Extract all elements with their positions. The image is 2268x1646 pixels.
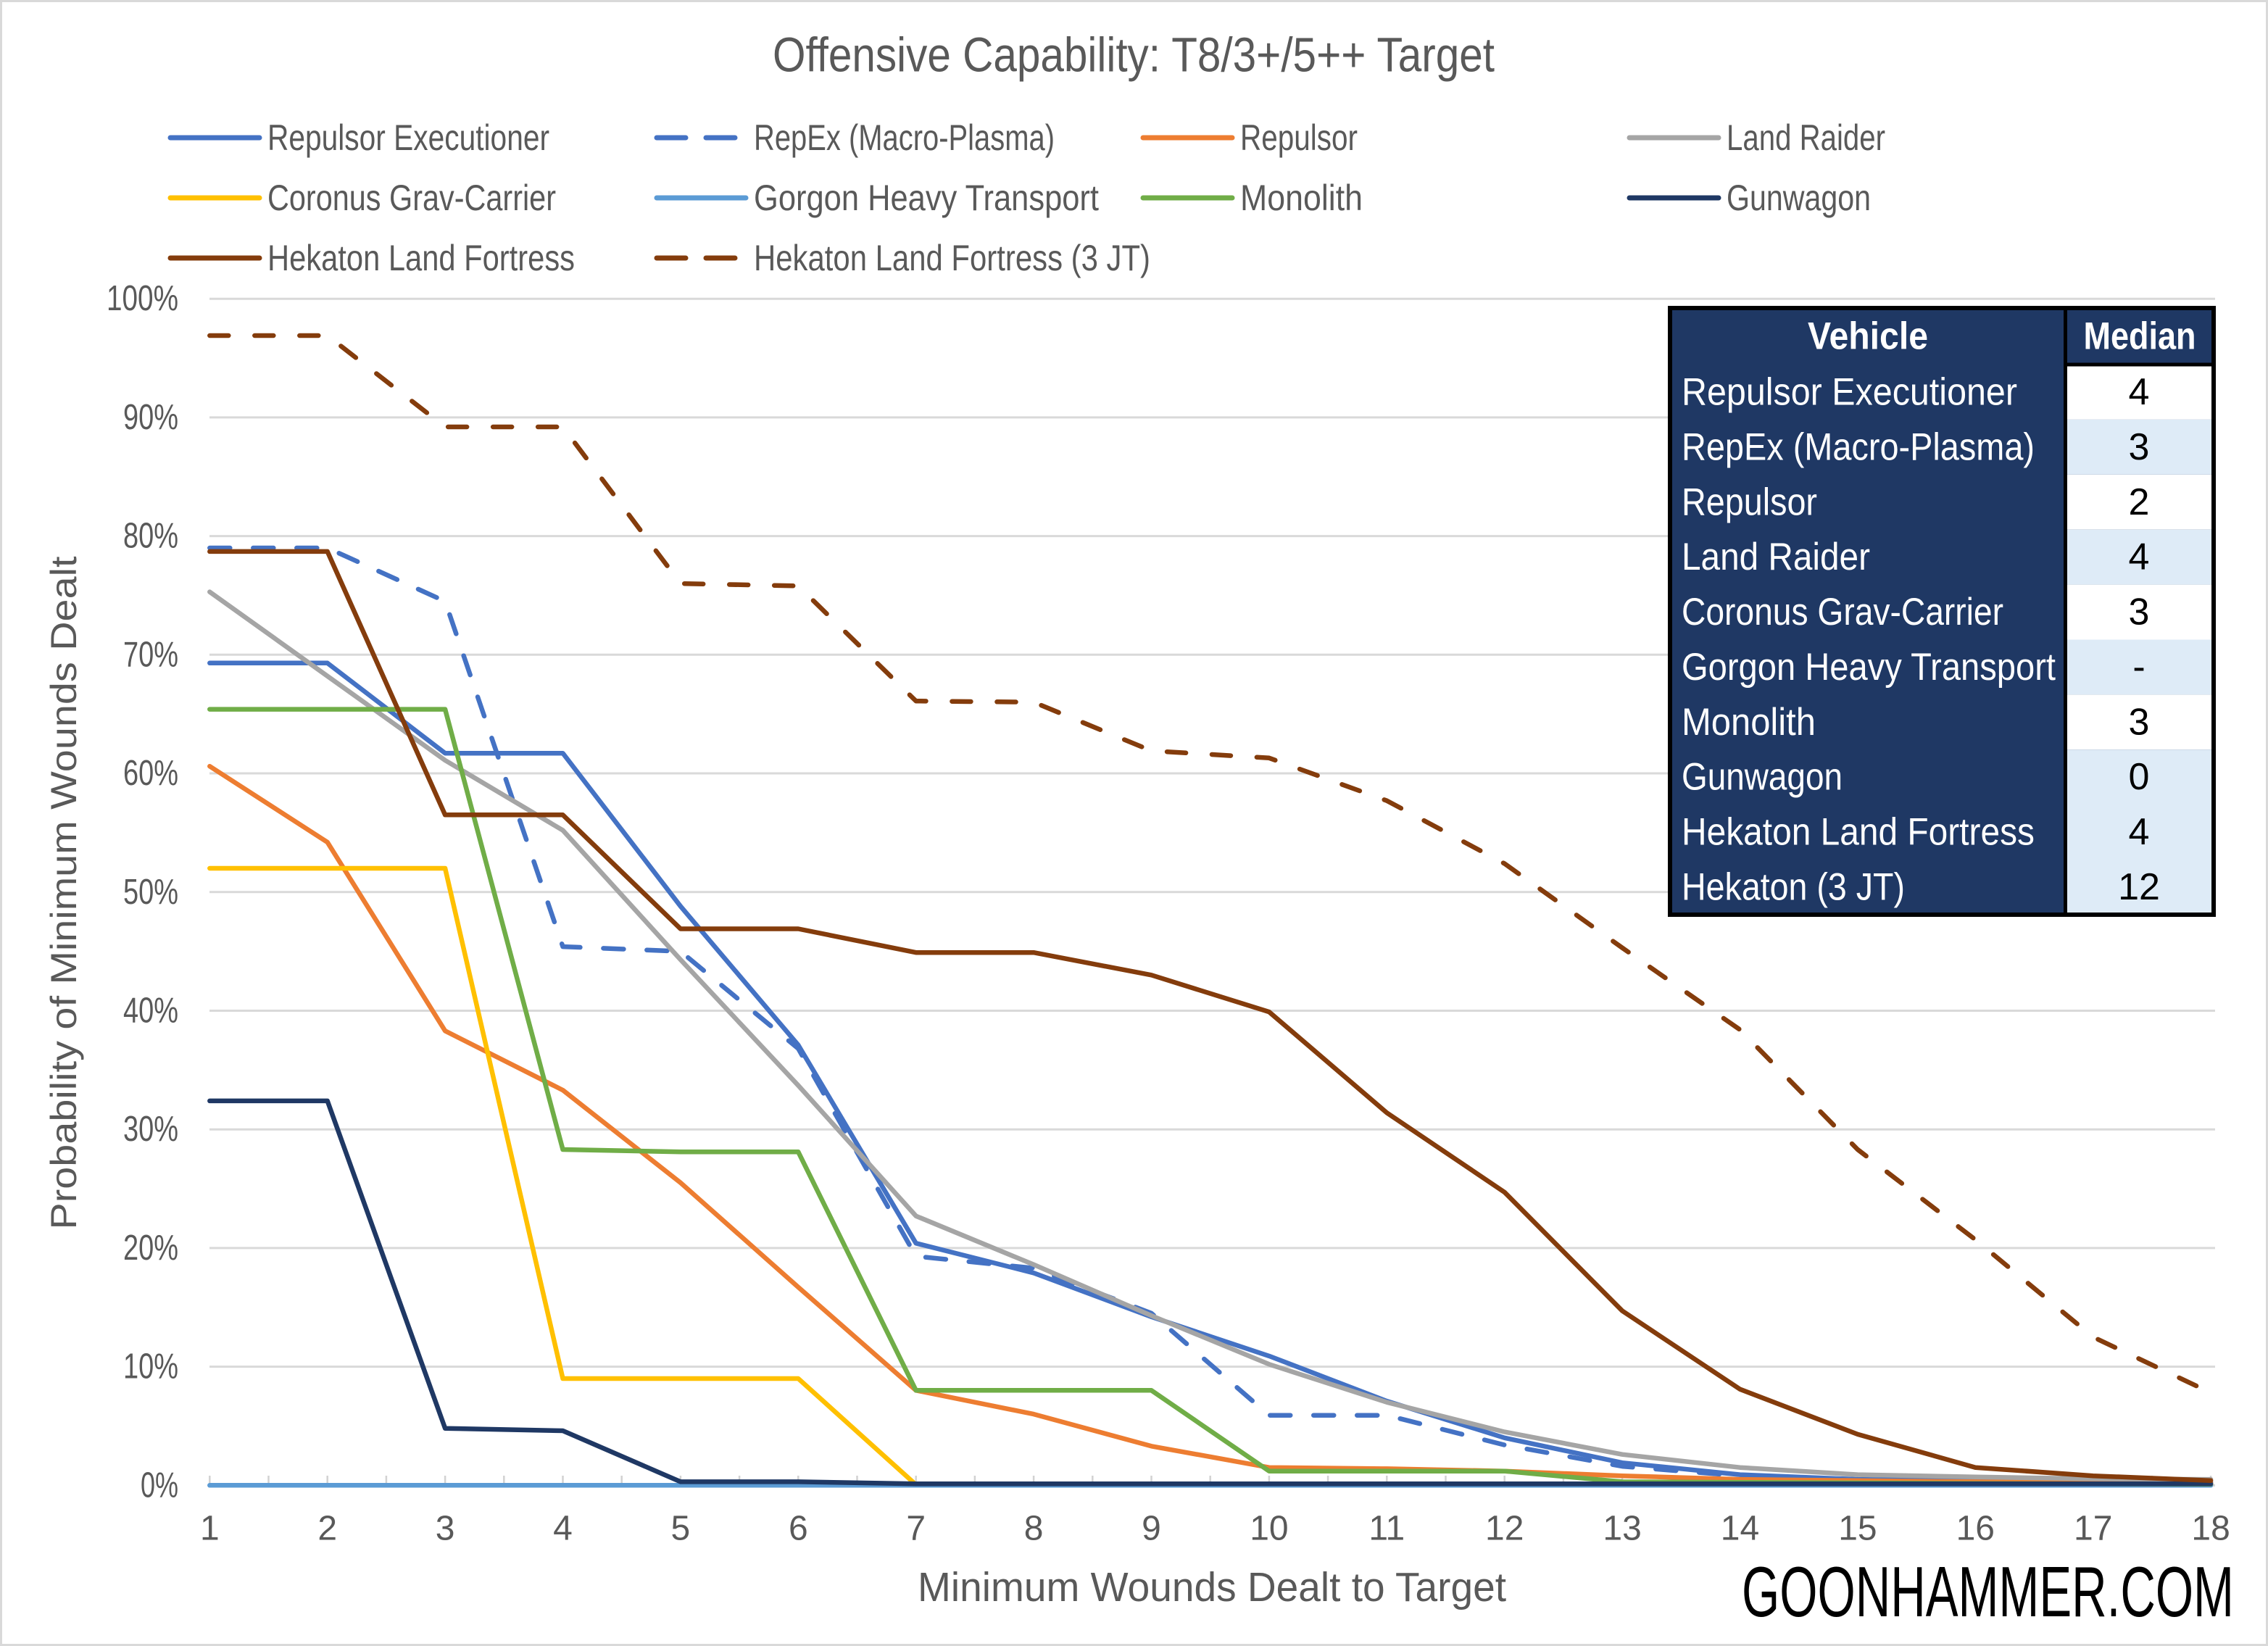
svg-text:15: 15 (1838, 1510, 1877, 1548)
svg-text:12: 12 (1485, 1510, 1524, 1548)
svg-text:2: 2 (317, 1510, 337, 1548)
svg-text:6: 6 (789, 1510, 808, 1548)
svg-text:Coronus Grav-Carrier: Coronus Grav-Carrier (267, 178, 556, 218)
svg-text:Median: Median (2084, 315, 2196, 358)
svg-text:Gunwagon: Gunwagon (1682, 756, 1843, 799)
svg-text:4: 4 (553, 1510, 573, 1548)
svg-text:16: 16 (1956, 1510, 1995, 1548)
svg-text:3: 3 (2129, 426, 2150, 468)
svg-text:9: 9 (1142, 1510, 1161, 1548)
svg-text:11: 11 (1368, 1510, 1405, 1548)
svg-text:3: 3 (436, 1510, 455, 1548)
svg-text:4: 4 (2129, 536, 2150, 578)
svg-text:40%: 40% (123, 992, 178, 1031)
svg-text:Hekaton Land Fortress (3 JT): Hekaton Land Fortress (3 JT) (754, 238, 1150, 278)
svg-text:Coronus Grav-Carrier: Coronus Grav-Carrier (1682, 591, 2003, 633)
svg-text:10%: 10% (123, 1347, 178, 1387)
svg-text:14: 14 (1721, 1510, 1759, 1548)
svg-text:Monolith: Monolith (1240, 178, 1363, 218)
svg-text:18: 18 (2191, 1510, 2230, 1548)
svg-text:Repulsor: Repulsor (1240, 117, 1358, 158)
svg-text:Minimum Wounds Dealt to Target: Minimum Wounds Dealt to Target (918, 1564, 1506, 1610)
svg-text:Gunwagon: Gunwagon (1727, 178, 1871, 218)
svg-text:10: 10 (1250, 1510, 1288, 1548)
svg-text:50%: 50% (123, 873, 178, 912)
svg-text:RepEx (Macro-Plasma): RepEx (Macro-Plasma) (1682, 425, 2035, 468)
svg-text:4: 4 (2129, 811, 2150, 853)
svg-text:Gorgon Heavy Transport: Gorgon Heavy Transport (1682, 646, 2056, 689)
svg-text:3: 3 (2129, 701, 2150, 743)
svg-text:70%: 70% (123, 635, 178, 674)
svg-text:7: 7 (906, 1510, 926, 1548)
svg-text:4: 4 (2129, 371, 2150, 413)
svg-text:2: 2 (2129, 481, 2150, 523)
svg-text:13: 13 (1603, 1510, 1641, 1548)
svg-text:Land Raider: Land Raider (1727, 117, 1885, 158)
svg-text:Land Raider: Land Raider (1682, 536, 1870, 578)
svg-text:Gorgon Heavy Transport: Gorgon Heavy Transport (754, 178, 1099, 218)
svg-text:Repulsor: Repulsor (1682, 481, 1817, 523)
svg-text:90%: 90% (123, 398, 178, 437)
svg-text:Hekaton (3 JT): Hekaton (3 JT) (1682, 866, 1905, 909)
svg-text:Vehicle: Vehicle (1808, 315, 1928, 358)
svg-text:12: 12 (2118, 866, 2160, 908)
svg-text:-: - (2132, 647, 2145, 689)
svg-text:17: 17 (2074, 1510, 2112, 1548)
svg-text:Monolith: Monolith (1682, 701, 1816, 744)
svg-text:0%: 0% (141, 1466, 178, 1505)
svg-text:8: 8 (1024, 1510, 1044, 1548)
svg-text:20%: 20% (123, 1229, 178, 1268)
svg-text:Hekaton Land Fortress: Hekaton Land Fortress (1682, 811, 2035, 854)
svg-text:Probability of Minimum Wounds: Probability of Minimum Wounds Dealt (43, 556, 84, 1229)
svg-text:Hekaton Land Fortress: Hekaton Land Fortress (267, 238, 575, 278)
svg-text:RepEx (Macro-Plasma): RepEx (Macro-Plasma) (754, 117, 1055, 158)
svg-text:0: 0 (2129, 756, 2150, 798)
svg-text:5: 5 (671, 1510, 691, 1548)
svg-text:1: 1 (200, 1510, 220, 1548)
svg-text:100%: 100% (107, 279, 178, 318)
svg-text:80%: 80% (123, 517, 178, 556)
svg-text:Repulsor Executioner: Repulsor Executioner (267, 117, 549, 158)
svg-text:Repulsor Executioner: Repulsor Executioner (1682, 371, 2017, 414)
svg-text:60%: 60% (123, 754, 178, 793)
svg-text:30%: 30% (123, 1110, 178, 1149)
svg-text:Offensive Capability: T8/3+/5+: Offensive Capability: T8/3+/5++ Target (773, 28, 1495, 83)
svg-text:GOONHAMMER.COM: GOONHAMMER.COM (1742, 1552, 2234, 1632)
svg-text:3: 3 (2129, 591, 2150, 633)
